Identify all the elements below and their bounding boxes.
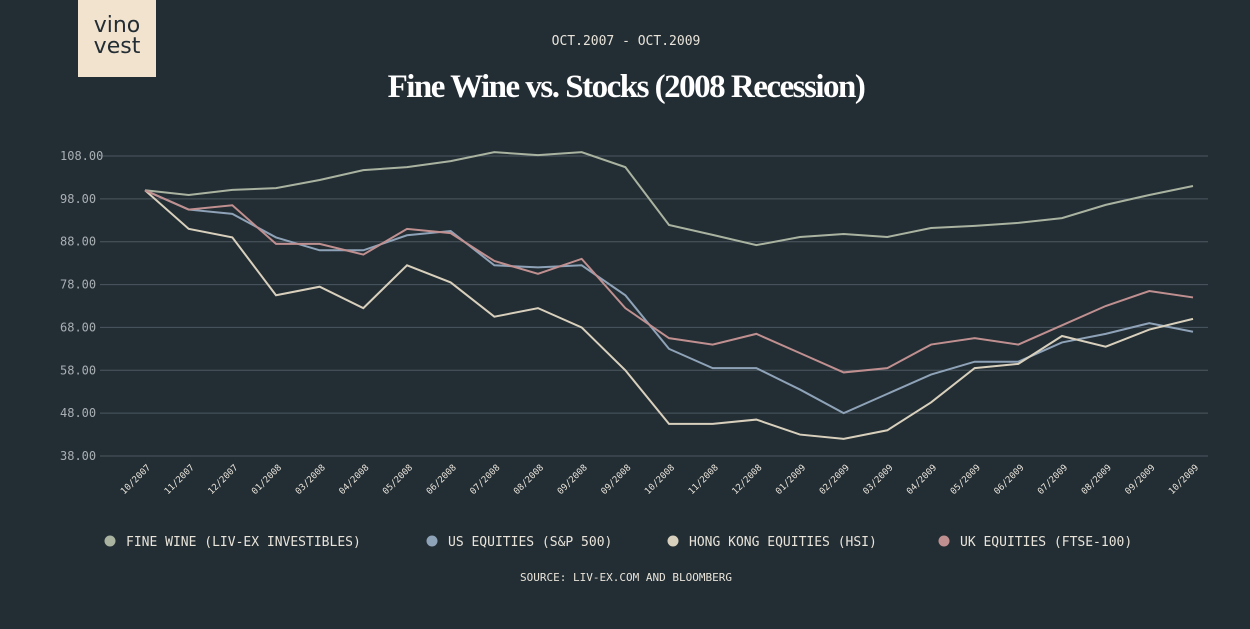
legend-label: HONG KONG EQUITIES (HSI) bbox=[689, 535, 877, 550]
legend-swatch bbox=[667, 535, 679, 547]
source-note: SOURCE: LIV-EX.COM AND BLOOMBERG bbox=[520, 571, 732, 584]
logo-text: vest bbox=[94, 34, 141, 59]
y-tick-label: 88.00 bbox=[60, 235, 96, 249]
legend-label: UK EQUITIES (FTSE-100) bbox=[960, 535, 1132, 550]
chart-title: Fine Wine vs. Stocks (2008 Recession) bbox=[388, 69, 865, 105]
y-tick-label: 58.00 bbox=[60, 363, 96, 377]
y-tick-label: 48.00 bbox=[60, 406, 96, 420]
y-tick-label: 98.00 bbox=[60, 192, 96, 206]
y-tick-label: 68.00 bbox=[60, 320, 96, 334]
legend-label: US EQUITIES (S&P 500) bbox=[448, 535, 612, 550]
legend-label: FINE WINE (LIV-EX INVESTIBLES) bbox=[126, 535, 361, 550]
logo-text: vino bbox=[94, 13, 141, 38]
logo-box bbox=[78, 0, 156, 77]
y-tick-label: 108.00 bbox=[60, 149, 103, 163]
series-line bbox=[144, 189, 1194, 374]
legend-swatch bbox=[104, 535, 116, 547]
series-line bbox=[144, 189, 1194, 415]
chart-subtitle: OCT.2007 - OCT.2009 bbox=[552, 34, 701, 49]
legend-swatch bbox=[426, 535, 438, 547]
y-tick-label: 78.00 bbox=[60, 278, 96, 292]
series-line bbox=[144, 151, 1194, 247]
y-tick-label: 38.00 bbox=[60, 449, 96, 463]
legend-swatch bbox=[938, 535, 950, 547]
series-line bbox=[144, 189, 1194, 440]
